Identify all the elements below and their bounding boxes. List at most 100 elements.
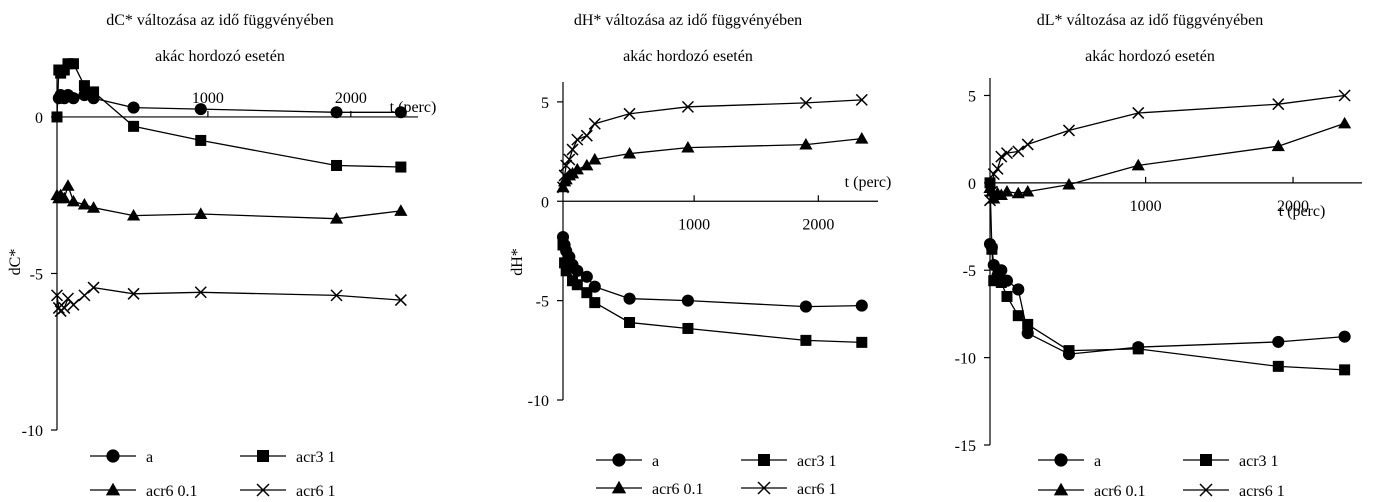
data-point <box>855 132 869 144</box>
legend-label: acr6 1 <box>797 481 837 498</box>
data-point <box>563 153 576 166</box>
data-point <box>88 86 100 98</box>
legend-label: acrs6 1 <box>1239 483 1285 500</box>
data-point <box>1272 335 1285 348</box>
data-point <box>57 191 71 204</box>
series-line <box>56 286 401 312</box>
data-point <box>611 480 627 494</box>
legend-label: a <box>1094 453 1101 470</box>
data-point <box>194 286 207 299</box>
chart-title: dH* változása az idő függvényében <box>574 12 802 29</box>
data-point <box>581 287 593 299</box>
data-point <box>78 289 91 302</box>
data-point <box>560 159 573 172</box>
data-point <box>194 103 207 116</box>
chart-dh: dH* változása az idő függvényében akác h… <box>509 12 891 498</box>
legend-label: acr6 0.1 <box>1094 483 1146 500</box>
chart-subtitle: akác hordozó esetén <box>623 48 753 65</box>
y-tick-label: -10 <box>955 351 976 368</box>
data-point <box>1012 310 1024 322</box>
data-point <box>395 161 407 173</box>
data-point <box>1000 184 1014 197</box>
data-point <box>856 336 868 348</box>
data-point <box>563 261 575 273</box>
legend-label: acr6 1 <box>296 483 336 500</box>
x-tick-label: 1000 <box>678 216 710 233</box>
data-point <box>1021 138 1034 151</box>
data-point <box>987 168 1000 181</box>
chart-dc: dC* változása az idő függvényében akác h… <box>7 12 436 500</box>
data-point <box>61 179 75 191</box>
y-tick-label: -10 <box>528 393 549 410</box>
y-tick-label: 0 <box>968 176 976 193</box>
data-point <box>1012 283 1025 296</box>
data-point <box>58 301 71 314</box>
series-4 <box>983 89 1351 207</box>
data-point <box>1131 158 1145 171</box>
data-point <box>1000 147 1013 160</box>
data-point <box>855 299 868 312</box>
data-point <box>331 159 343 171</box>
y-tick-label: 5 <box>968 88 976 105</box>
data-point <box>106 449 120 463</box>
legend-label: a <box>652 453 659 470</box>
data-point <box>623 107 636 120</box>
data-point <box>624 316 636 328</box>
chart-subtitle: akác hordozó esetén <box>1085 48 1215 65</box>
data-point <box>799 138 813 150</box>
data-point <box>128 120 140 132</box>
data-point <box>66 194 81 207</box>
data-point <box>991 162 1004 175</box>
x-tick-label: 2000 <box>802 216 834 233</box>
data-point <box>58 64 70 76</box>
data-point <box>556 181 570 194</box>
data-point <box>67 298 80 311</box>
data-point <box>1021 327 1034 340</box>
data-point <box>67 92 80 105</box>
legend-label: a <box>146 449 153 466</box>
data-point <box>1053 482 1069 496</box>
y-tick-label: 0 <box>541 194 549 211</box>
data-point <box>1001 290 1013 302</box>
series-line <box>56 185 401 220</box>
data-point <box>681 294 694 307</box>
chart-title: dL* változása az idő függvényében <box>1037 12 1264 29</box>
data-point <box>329 212 344 224</box>
data-point <box>588 117 601 130</box>
data-point <box>994 188 1008 201</box>
x-tick-label: 1000 <box>1130 198 1162 215</box>
data-point <box>257 450 269 462</box>
data-point <box>67 58 79 70</box>
data-point <box>557 239 569 251</box>
data-point <box>1338 330 1351 343</box>
legend-label: acr3 1 <box>1239 453 1279 470</box>
data-point <box>571 279 583 291</box>
data-point <box>330 106 343 119</box>
data-point <box>1272 360 1284 372</box>
data-point <box>50 289 64 302</box>
data-point <box>580 270 593 283</box>
data-point <box>757 481 771 495</box>
series-4 <box>556 93 868 194</box>
data-point <box>105 482 121 496</box>
data-point <box>77 198 92 210</box>
data-point <box>127 101 140 114</box>
data-point <box>558 169 571 182</box>
data-point <box>1272 98 1285 111</box>
data-point <box>566 143 579 156</box>
data-point <box>1012 145 1025 158</box>
data-point <box>589 297 601 309</box>
series-1 <box>983 237 1351 361</box>
data-point <box>1132 106 1145 119</box>
data-point <box>256 483 270 497</box>
data-point <box>1063 345 1075 357</box>
data-point <box>570 162 584 175</box>
data-point <box>571 133 584 146</box>
data-point <box>394 204 408 216</box>
legend-label: acr6 0.1 <box>146 483 198 500</box>
legend-item: a <box>90 449 153 466</box>
data-point <box>1022 318 1034 330</box>
y-tick-label: 5 <box>541 95 549 112</box>
data-point <box>799 300 812 313</box>
